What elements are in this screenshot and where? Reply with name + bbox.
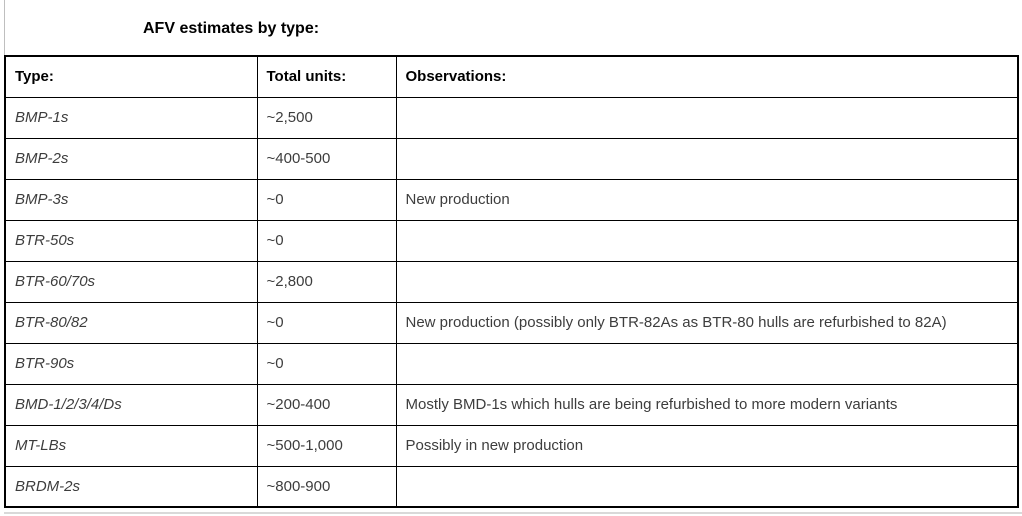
table-row: MT-LBs ~500-1,000 Possibly in new produc… bbox=[4, 424, 1019, 467]
type-cell: BTR-80/82 bbox=[4, 301, 258, 344]
observations-cell: Possibly in new production bbox=[395, 424, 1019, 467]
observations-cell bbox=[395, 342, 1019, 385]
table-row: BTR-60/70s ~2,800 bbox=[4, 260, 1019, 303]
type-cell: MT-LBs bbox=[4, 424, 258, 467]
units-cell: ~0 bbox=[256, 342, 397, 385]
table-row: BTR-50s ~0 bbox=[4, 219, 1019, 262]
afv-estimates-table: Type: Total units: Observations: BMP-1s … bbox=[4, 55, 1019, 508]
units-cell: ~2,800 bbox=[256, 260, 397, 303]
type-cell: BTR-90s bbox=[4, 342, 258, 385]
page-edge-left-line bbox=[4, 0, 5, 55]
units-cell: ~2,500 bbox=[256, 96, 397, 139]
type-cell: BMP-1s bbox=[4, 96, 258, 139]
observations-cell bbox=[395, 219, 1019, 262]
header-total-units: Total units: bbox=[256, 55, 397, 98]
units-cell: ~0 bbox=[256, 301, 397, 344]
table-row: BTR-80/82 ~0 New production (possibly on… bbox=[4, 301, 1019, 344]
table-row: BRDM-2s ~800-900 bbox=[4, 465, 1019, 508]
observations-cell: New production (possibly only BTR-82As a… bbox=[395, 301, 1019, 344]
units-cell: ~0 bbox=[256, 219, 397, 262]
header-row: Type: Total units: Observations: bbox=[4, 55, 1019, 98]
table-row: BMP-3s ~0 New production bbox=[4, 178, 1019, 221]
type-cell: BMP-3s bbox=[4, 178, 258, 221]
observations-cell bbox=[395, 465, 1019, 508]
type-cell: BRDM-2s bbox=[4, 465, 258, 508]
units-cell: ~200-400 bbox=[256, 383, 397, 426]
page-edge-bottom-line bbox=[4, 512, 1022, 514]
observations-cell bbox=[395, 260, 1019, 303]
header-type: Type: bbox=[4, 55, 258, 98]
observations-cell: Mostly BMD-1s which hulls are being refu… bbox=[395, 383, 1019, 426]
units-cell: ~400-500 bbox=[256, 137, 397, 180]
units-cell: ~0 bbox=[256, 178, 397, 221]
table-row: BMP-2s ~400-500 bbox=[4, 137, 1019, 180]
observations-cell bbox=[395, 96, 1019, 139]
type-cell: BTR-60/70s bbox=[4, 260, 258, 303]
observations-cell bbox=[395, 137, 1019, 180]
table-row: BMP-1s ~2,500 bbox=[4, 96, 1019, 139]
table-row: BTR-90s ~0 bbox=[4, 342, 1019, 385]
table-title: AFV estimates by type: bbox=[143, 20, 320, 37]
units-cell: ~800-900 bbox=[256, 465, 397, 508]
type-cell: BMP-2s bbox=[4, 137, 258, 180]
units-cell: ~500-1,000 bbox=[256, 424, 397, 467]
header-observations: Observations: bbox=[395, 55, 1019, 98]
type-cell: BTR-50s bbox=[4, 219, 258, 262]
observations-cell: New production bbox=[395, 178, 1019, 221]
table-row: BMD-1/2/3/4/Ds ~200-400 Mostly BMD-1s wh… bbox=[4, 383, 1019, 426]
type-cell: BMD-1/2/3/4/Ds bbox=[4, 383, 258, 426]
